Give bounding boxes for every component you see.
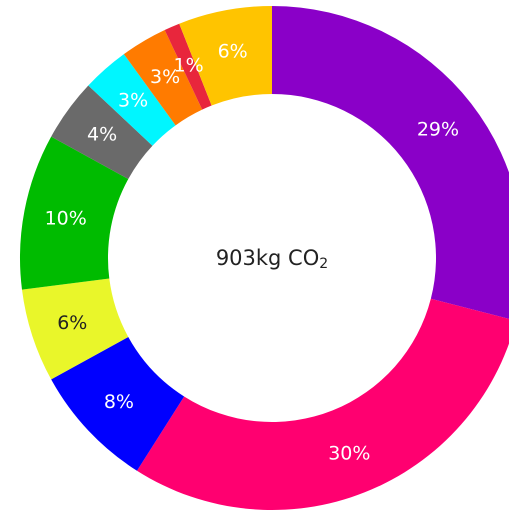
slices-group [19,6,509,510]
slice-label-4: 10% [45,208,87,230]
slice-label-9: 6% [218,41,248,63]
slice-6 [88,54,176,146]
slice-2 [51,337,185,471]
slice-3 [21,278,129,380]
slice-4 [19,136,129,290]
slice-9 [179,6,272,106]
slice-label-5: 4% [87,124,117,146]
slice-label-8: 1% [174,54,204,76]
slice-labels-group: 29%30%8%6%10%4%3%3%1%6% [45,41,459,465]
slice-8 [164,23,212,110]
slice-label-0: 29% [417,118,459,140]
slice-label-3: 6% [57,312,87,334]
slice-label-2: 8% [104,391,134,413]
slice-label-6: 3% [118,89,148,111]
slice-0 [272,6,509,319]
center-label: 903kg CO2 [216,246,328,272]
slice-5 [51,85,153,179]
slice-label-1: 30% [328,442,370,464]
slice-7 [123,29,203,126]
slice-label-7: 3% [150,66,180,88]
slice-1 [136,298,509,510]
